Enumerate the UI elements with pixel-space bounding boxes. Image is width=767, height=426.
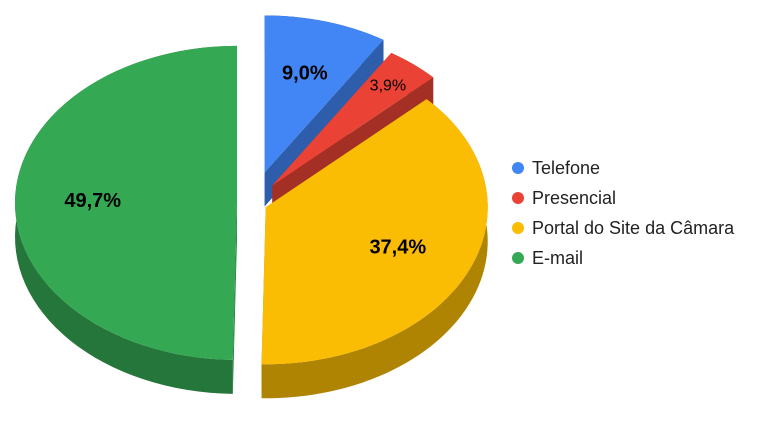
slice [264, 15, 384, 173]
pie-tops [15, 15, 488, 365]
legend-label: E-mail [532, 248, 583, 268]
slice-wall [261, 99, 488, 399]
legend-marker [512, 252, 524, 264]
legend-label: Portal do Site da Câmara [532, 218, 735, 238]
legend-marker [512, 162, 524, 174]
legend-label: Presencial [532, 188, 616, 208]
slice-face [232, 202, 238, 394]
slice [261, 99, 488, 365]
slice-labels: 9,0% 3,9% 37,4% 49,7% [64, 63, 426, 259]
slice-label: 9,0% [282, 63, 328, 85]
slice-label: 37,4% [369, 237, 426, 259]
legend: Telefone Presencial Portal do Site da Câma… [512, 158, 735, 268]
legend-label: Telefone [532, 158, 600, 178]
legend-marker [512, 222, 524, 234]
slice [15, 45, 238, 360]
slice-label: 49,7% [64, 190, 121, 212]
slice [272, 52, 434, 186]
slice-label: 3,9% [370, 77, 406, 94]
legend-marker [512, 192, 524, 204]
